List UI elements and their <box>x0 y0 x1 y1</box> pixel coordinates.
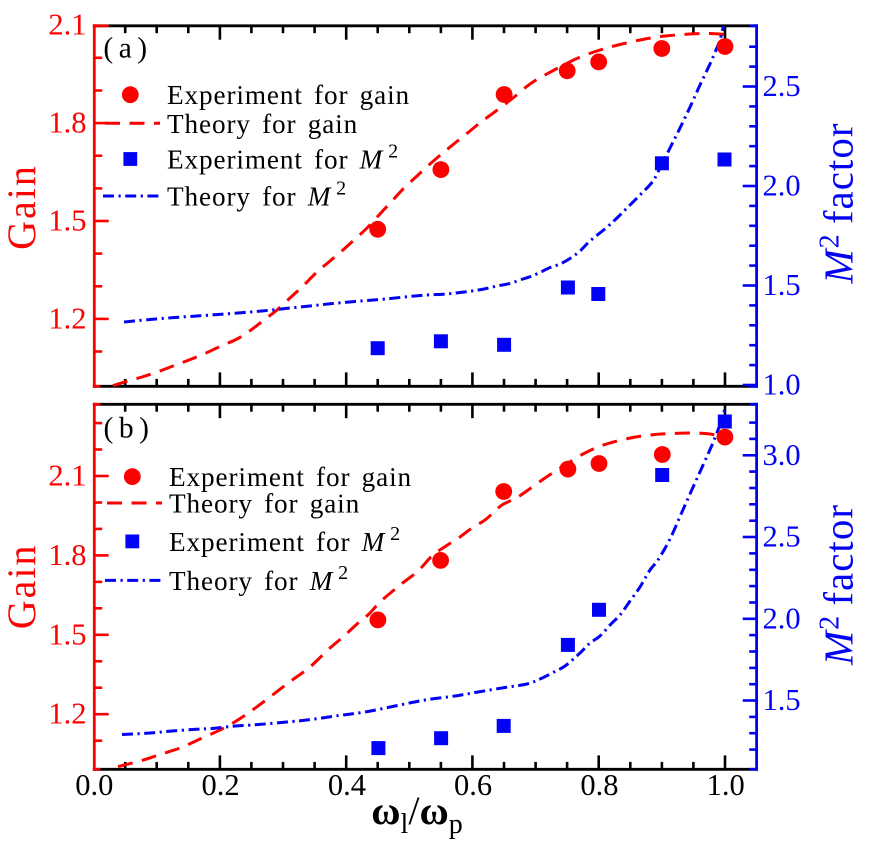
svg-text:1.2: 1.2 <box>48 301 86 335</box>
svg-text:3.0: 3.0 <box>763 438 801 472</box>
svg-text:1.0: 1.0 <box>707 768 745 802</box>
svg-text:2.1: 2.1 <box>48 459 86 493</box>
svg-text:2.5: 2.5 <box>763 69 801 103</box>
svg-text:1.5: 1.5 <box>48 204 86 238</box>
svg-text:2.5: 2.5 <box>763 520 801 554</box>
svg-text:(b): (b) <box>104 413 155 445</box>
svg-text:(a): (a) <box>103 33 152 65</box>
svg-text:Experiment for gain: Experiment for gain <box>169 462 412 492</box>
svg-text:0.2: 0.2 <box>202 768 240 802</box>
svg-text:2.1: 2.1 <box>48 8 86 42</box>
svg-text:1.5: 1.5 <box>763 268 801 302</box>
svg-text:0.6: 0.6 <box>454 768 492 802</box>
svg-text:Gain: Gain <box>0 544 44 630</box>
svg-text:M2 factor: M2 factor <box>815 504 862 666</box>
svg-text:Theory for gain: Theory for gain <box>169 489 360 519</box>
svg-text:Experiment for M 2: Experiment for M 2 <box>167 141 399 175</box>
svg-text:1.5: 1.5 <box>763 683 801 717</box>
svg-text:Experiment for gain: Experiment for gain <box>167 80 410 110</box>
svg-text:0.4: 0.4 <box>328 768 366 802</box>
svg-text:Experiment for M 2: Experiment for M 2 <box>169 523 401 557</box>
svg-text:1.8: 1.8 <box>48 538 86 572</box>
svg-text:1.0: 1.0 <box>763 368 801 402</box>
svg-text:1.2: 1.2 <box>48 697 86 731</box>
svg-text:ωl/ωp: ωl/ωp <box>371 788 462 840</box>
svg-text:2.0: 2.0 <box>763 169 801 203</box>
svg-text:0.8: 0.8 <box>580 768 618 802</box>
svg-text:1.5: 1.5 <box>48 617 86 651</box>
svg-text:Gain: Gain <box>0 164 44 250</box>
svg-text:Theory for gain: Theory for gain <box>167 109 358 139</box>
svg-text:2.0: 2.0 <box>763 601 801 635</box>
svg-text:M2 factor: M2 factor <box>815 123 862 285</box>
svg-text:Theory for M 2: Theory for M 2 <box>169 562 349 596</box>
svg-text:0.0: 0.0 <box>75 768 113 802</box>
svg-text:1.8: 1.8 <box>48 106 86 140</box>
svg-text:Theory for M 2: Theory for M 2 <box>167 178 347 212</box>
